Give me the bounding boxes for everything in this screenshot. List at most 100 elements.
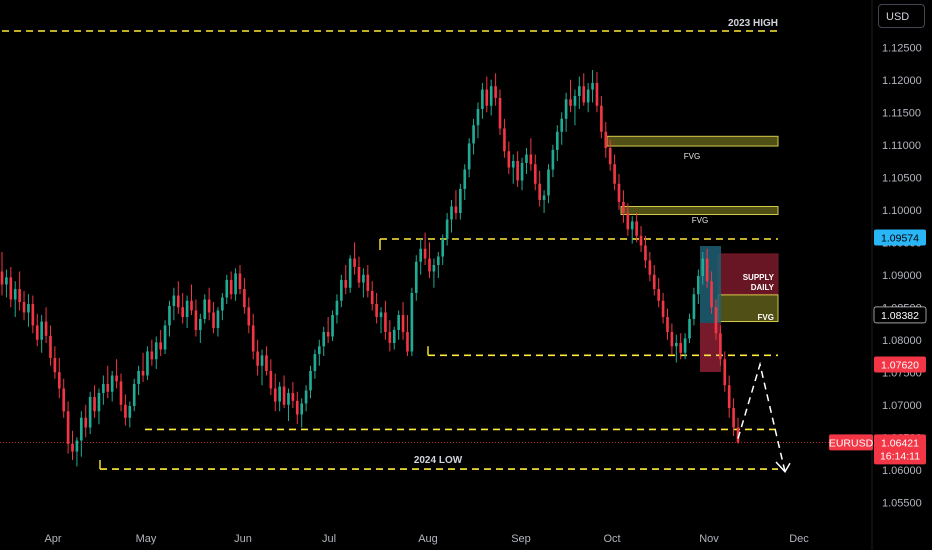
levels-layer: 2023 HIGH 2024 LOW [2,18,778,470]
candle-body [106,383,110,392]
candle-body [18,289,21,303]
y-tick-label: 1.10000 [882,205,922,217]
y-tick-label: 1.07000 [882,400,922,412]
candle-body [22,302,26,313]
candle-body [697,276,700,295]
candle-body [35,325,39,340]
candle-body [278,386,281,402]
x-tick-label: Aug [418,533,438,545]
candle-body [348,258,352,288]
zone-label-fvg-3: FVG [758,313,774,322]
level-label-2023-high: 2023 HIGH [728,18,778,29]
candle-body [251,325,255,352]
candle-body [141,370,145,376]
y-tick-label: 1.08000 [882,335,922,347]
currency-button[interactable]: USD [878,4,925,28]
candle-body [66,411,70,444]
candle-body [5,277,8,285]
zone-label-fvg-2: FVG [692,216,708,225]
candle-body [287,393,290,405]
projection-arrowhead [775,461,791,473]
candle-body [84,417,88,428]
candle-body [313,354,317,371]
candle-body [132,383,136,407]
zone-label-daily: DAILY [751,283,775,292]
candle-body [326,331,330,337]
candle-body [630,221,634,230]
zone-box [717,253,779,295]
candle-body [203,299,207,319]
candle-body [238,273,242,290]
candle-body [154,342,158,360]
price-tag [873,306,927,324]
candle-body [309,370,312,391]
x-tick-label: Nov [699,533,719,545]
candle-body [688,318,691,339]
symbol-tag-text: EURUSD [829,437,874,449]
candle-body [481,89,484,109]
candle-body [388,331,392,343]
candle-body [600,105,603,132]
candle-body [317,346,321,355]
y-tick-label: 1.12000 [882,75,922,87]
candle-body [679,343,683,353]
candle-body [683,338,687,353]
overlay-layer [0,361,872,473]
candle-body [110,375,114,392]
symbol-tag[interactable] [829,434,873,451]
candle-body [322,331,326,347]
candle-body [410,292,414,352]
candle-body [560,118,564,132]
last-price-tag [874,434,926,465]
candle-body [608,148,612,165]
x-tick-label: Jul [322,533,336,545]
zone-label-supply: SUPPLY [743,273,775,282]
candle-body [547,169,550,196]
candle-body [476,109,480,126]
candle-body [533,164,537,184]
candle-body [256,351,259,366]
zone-box [606,135,779,147]
candle-body [617,183,621,202]
projection-path [737,361,786,472]
candle-body [304,390,308,404]
candle-body [705,258,709,282]
candles-layer [0,70,740,467]
candle-body [163,325,167,350]
candle-body [282,386,286,405]
zone-box [620,206,779,215]
candle-body [243,289,246,308]
candle-body [269,370,273,389]
candle-body [229,279,233,295]
candle-body [295,400,299,415]
candle-body [176,295,180,308]
candle-body [392,330,396,343]
candle-body [137,370,140,384]
candle-body [666,317,669,332]
candle-body [44,321,48,336]
candle-body [538,183,541,200]
candle-body [115,375,118,382]
countdown-text: 16:14:11 [880,450,920,462]
candle-body [172,295,176,306]
candle-body [31,304,35,326]
candle-body [57,372,61,389]
candle-body [49,335,52,358]
candle-body [670,331,674,347]
y-tick-label: 1.10500 [882,172,922,184]
candle-body [701,258,705,277]
candle-body [247,307,251,326]
time-axis[interactable]: Apr May Jun Jul Aug Sep Oct Nov Dec [44,533,809,545]
price-axis[interactable]: 1.12500 1.12000 1.11500 1.11000 1.10500 1.100… [882,42,922,509]
price-tags-layer: 1.09574 1.08382 1.07620 EURUSD 1.0642116:14:… [829,229,927,465]
candle-body [419,248,423,262]
y-tick-label: 1.11000 [882,140,921,152]
candle-body [146,351,149,376]
candle-body [401,315,405,332]
x-tick-label: May [136,533,157,545]
x-tick-label: Dec [789,533,809,545]
candle-body [340,279,343,301]
candle-body [573,96,577,106]
